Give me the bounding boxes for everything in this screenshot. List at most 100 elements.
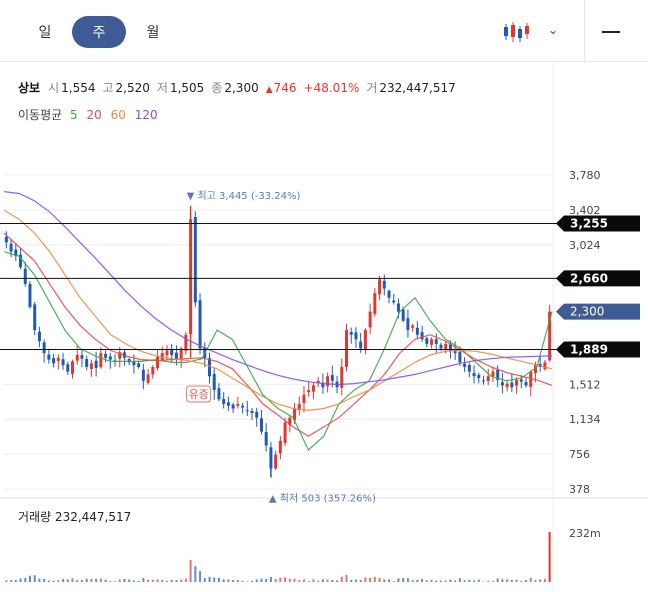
volume-bar [213, 577, 216, 582]
volume-bar [496, 578, 499, 582]
volume-bar [444, 580, 447, 582]
candle-body [472, 373, 476, 377]
y-tick-label: 3,024 [569, 239, 601, 252]
volume-bar [109, 581, 112, 582]
candle-body [236, 403, 240, 406]
tab-daily[interactable]: 일 [38, 25, 52, 41]
ma-5-label: 5 [70, 108, 78, 122]
candle-body [104, 353, 108, 358]
volume-bar [539, 579, 542, 582]
volume-bar [350, 579, 353, 582]
candle-body [307, 390, 311, 393]
level-tag-label: 1,889 [570, 343, 608, 357]
candle-body [118, 352, 122, 359]
y-tick-label: 3,780 [569, 169, 601, 182]
candle-body [515, 379, 519, 386]
ma-legend-title: 이동평균 [18, 108, 63, 122]
candle-body [99, 353, 103, 368]
volume-bars [5, 532, 551, 582]
candle-body [293, 408, 297, 421]
menu-button[interactable] [596, 22, 626, 42]
candle-body [345, 330, 348, 367]
candle-body [174, 352, 178, 359]
volume-bar [71, 578, 74, 582]
top-toolbar: 일 주 월 ⌄ [0, 0, 648, 62]
volume-bar [156, 579, 159, 582]
volume-bar [52, 580, 55, 582]
volume-bar [104, 579, 107, 582]
volume-label: 거 [366, 81, 378, 95]
event-badge-box [186, 385, 212, 403]
candle-body [354, 332, 358, 340]
candle-body [37, 331, 41, 342]
candle-body [439, 344, 443, 349]
toolbar-divider [584, 0, 585, 62]
candle-body [42, 342, 46, 354]
high-value: 2,520 [115, 81, 150, 95]
volume-bar [170, 579, 173, 582]
change-percent: +48.01% [303, 81, 360, 95]
volume-bar [14, 579, 17, 582]
candle-body [80, 355, 84, 359]
tab-monthly[interactable]: 월 [146, 25, 160, 41]
volume-bar [123, 578, 126, 582]
volume-bar [331, 579, 334, 582]
candle-body [75, 354, 79, 361]
volume-bar [373, 576, 376, 582]
candle-body [482, 380, 485, 382]
volume-bar [76, 579, 79, 582]
candle-body [430, 339, 434, 345]
candle-body [250, 410, 254, 414]
candle-body [165, 350, 169, 356]
candle-body [71, 361, 74, 374]
candle-body [321, 382, 325, 388]
volume-bar [336, 580, 339, 582]
current-price-tag [556, 303, 640, 320]
candle-body [548, 311, 552, 361]
candle-body [231, 404, 235, 409]
candle-body [132, 361, 136, 366]
tab-weekly[interactable]: 주 [72, 16, 126, 48]
candle-body [245, 410, 249, 412]
stock-name: 상보 [18, 81, 41, 95]
volume-bar [274, 579, 277, 582]
candle-body [297, 403, 301, 411]
volume-bar [421, 579, 424, 582]
candle-body [208, 358, 211, 377]
change-value: 746 [273, 81, 297, 95]
volume-bar [165, 580, 168, 582]
chart-grid [0, 62, 648, 592]
volume-bar [425, 580, 428, 582]
volume-bar [222, 579, 225, 582]
horizontal-lines: 3,255 2,660 1,889 2,300 [0, 215, 640, 358]
candle-body [444, 343, 448, 350]
ma20-line [3, 232, 553, 437]
candle-body [463, 363, 467, 367]
volume-bar [439, 580, 442, 582]
candle-body [529, 371, 533, 387]
volume-bar [293, 578, 296, 582]
candle-body [4, 236, 8, 243]
candle-body [373, 293, 377, 315]
chart-type-dropdown[interactable]: ⌄ [494, 16, 574, 48]
volume-bar [298, 580, 301, 582]
volume-bar [236, 579, 239, 582]
volume-bar [62, 579, 65, 582]
volume-bar [137, 580, 140, 582]
candle-body [378, 279, 382, 295]
candle-body [387, 290, 391, 298]
volume-bar [99, 578, 102, 582]
candle-body [156, 356, 160, 369]
candle-body [94, 360, 98, 368]
volume-bar [392, 581, 395, 582]
level-tag [556, 341, 640, 358]
volume-bar [43, 578, 46, 582]
candle-body [420, 332, 424, 340]
candle-body [33, 304, 37, 331]
candle-body [396, 303, 400, 312]
volume-bar [354, 579, 357, 582]
candle-body [212, 373, 216, 391]
candle-body [453, 350, 457, 354]
candle-body [288, 417, 292, 425]
